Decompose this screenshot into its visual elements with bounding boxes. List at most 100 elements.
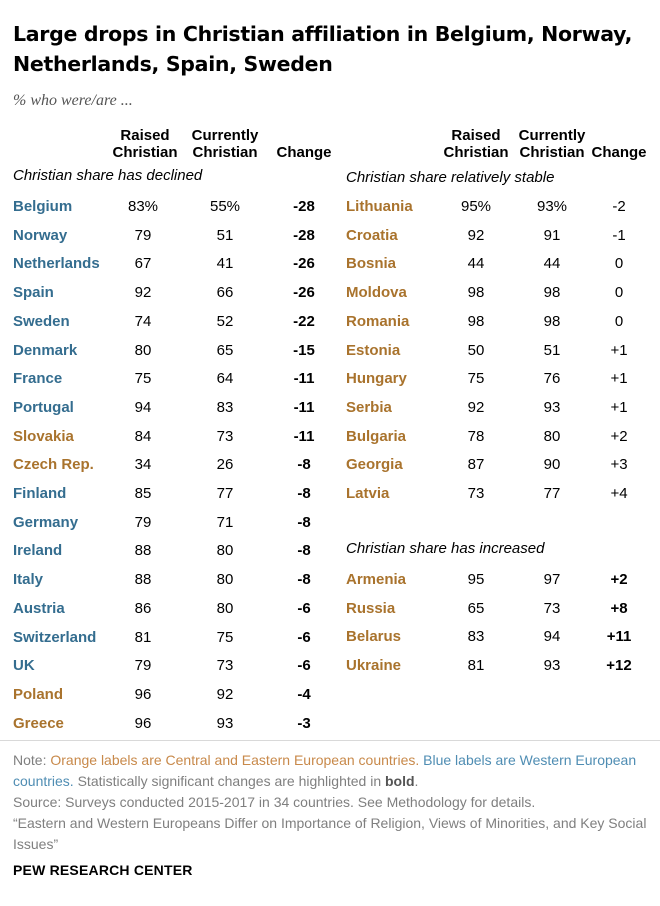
current-value: 98 — [543, 284, 561, 301]
current-value: 93 — [543, 399, 561, 416]
change-value: -26 — [293, 284, 315, 301]
change-value: +1 — [610, 342, 628, 359]
country-label: Belarus — [346, 628, 402, 645]
header-change-left: Change — [276, 144, 332, 161]
raised-value: 50 — [467, 342, 485, 359]
change-value: +1 — [610, 399, 628, 416]
raised-value: 98 — [467, 313, 485, 330]
current-value: 80 — [216, 542, 234, 559]
change-value: +12 — [606, 657, 632, 674]
country-label: Slovakia — [13, 428, 74, 445]
raised-value: 73 — [467, 485, 485, 502]
current-value: 44 — [543, 255, 561, 272]
note-bold-word: bold — [385, 773, 415, 789]
table-row: Sweden 74 52 -22 — [13, 311, 334, 333]
change-value: +11 — [606, 628, 632, 645]
country-label: Hungary — [346, 370, 407, 387]
table-row: Norway 79 51 -28 — [13, 225, 334, 247]
table-row: Bosnia 44 44 0 — [346, 253, 649, 275]
table-row: Estonia 50 51 +1 — [346, 340, 649, 362]
change-value: -28 — [293, 198, 315, 215]
header-raised-right: Raised Christian — [436, 127, 516, 161]
header-current-line2: Christian — [519, 144, 585, 161]
raised-value: 81 — [134, 629, 152, 646]
country-label: Norway — [13, 227, 68, 244]
table-row: Romania 98 98 0 — [346, 311, 649, 333]
raised-value: 75 — [134, 370, 152, 387]
table-row: Georgia 87 90 +3 — [346, 454, 649, 476]
raised-value: 94 — [134, 399, 152, 416]
note-rest: Statistically significant changes are hi… — [73, 773, 385, 789]
country-label: Sweden — [13, 313, 70, 330]
table-row: Netherlands 67 41 -26 — [13, 253, 334, 275]
country-label: Bosnia — [346, 255, 397, 272]
raised-value: 88 — [134, 542, 152, 559]
current-value: 75 — [216, 629, 234, 646]
change-value: -6 — [297, 629, 311, 646]
change-value: -8 — [297, 571, 311, 588]
current-value: 71 — [216, 514, 234, 531]
current-value: 97 — [543, 571, 561, 588]
change-value: +1 — [610, 370, 628, 387]
header-raised-line1: Raised — [120, 127, 170, 144]
current-value: 98 — [543, 313, 561, 330]
change-value: -6 — [297, 600, 311, 617]
change-value: -2 — [612, 198, 626, 215]
country-label: Romania — [346, 313, 410, 330]
raised-value: 65 — [467, 600, 485, 617]
raised-value: 95% — [460, 198, 492, 215]
raised-value: 81 — [467, 657, 485, 674]
current-value: 73 — [543, 600, 561, 617]
change-value: -6 — [297, 657, 311, 674]
note-blue-labels: Blue labels are Western European countri… — [13, 752, 637, 789]
table-row: Portugal 94 83 -11 — [13, 397, 334, 419]
raised-value: 78 — [467, 428, 485, 445]
section-label-stable: Christian share relatively stable — [346, 169, 555, 186]
current-value: 64 — [216, 370, 234, 387]
raised-value: 75 — [467, 370, 485, 387]
section-label-declined: Christian share has declined — [13, 167, 203, 184]
change-value: +8 — [610, 600, 628, 617]
table-row: Italy 88 80 -8 — [13, 569, 334, 591]
change-value: +4 — [610, 485, 628, 502]
header-raised-line2: Christian — [112, 144, 178, 161]
country-label: Netherlands — [13, 255, 100, 272]
raised-value: 74 — [134, 313, 152, 330]
change-value: 0 — [614, 313, 624, 330]
table-row: Ireland 88 80 -8 — [13, 540, 334, 562]
country-label: Italy — [13, 571, 44, 588]
current-value: 90 — [543, 456, 561, 473]
current-value: 41 — [216, 255, 234, 272]
country-label: Belgium — [13, 198, 73, 215]
table-row: Russia 65 73 +8 — [346, 598, 649, 620]
country-label: Lithuania — [346, 198, 413, 215]
change-value: -4 — [297, 686, 311, 703]
current-value: 83 — [216, 399, 234, 416]
table-row: Spain 92 66 -26 — [13, 282, 334, 304]
table-row: Greece 96 93 -3 — [13, 713, 334, 735]
raised-value: 67 — [134, 255, 152, 272]
country-label: Ireland — [13, 542, 63, 559]
country-label: Portugal — [13, 399, 74, 416]
country-label: Serbia — [346, 399, 392, 416]
table-row: Austria 86 80 -6 — [13, 598, 334, 620]
change-value: 0 — [614, 284, 624, 301]
change-value: +3 — [610, 456, 628, 473]
current-value: 76 — [543, 370, 561, 387]
table-row: Serbia 92 93 +1 — [346, 397, 649, 419]
raised-value: 79 — [134, 514, 152, 531]
country-label: Armenia — [346, 571, 407, 588]
country-label: Moldova — [346, 284, 407, 301]
raised-value: 95 — [467, 571, 485, 588]
note-end: . — [414, 773, 419, 789]
current-value: 73 — [216, 428, 234, 445]
raised-value: 80 — [134, 342, 152, 359]
raised-value: 44 — [467, 255, 485, 272]
note-orange-labels: Orange labels are Central and Eastern Eu… — [50, 752, 420, 768]
footer-divider — [0, 740, 660, 741]
current-value: 55% — [209, 198, 241, 215]
country-label: France — [13, 370, 63, 387]
pew-logo-text: PEW RESEARCH CENTER — [13, 862, 193, 878]
country-label: Germany — [13, 514, 79, 531]
table-row: Denmark 80 65 -15 — [13, 340, 334, 362]
